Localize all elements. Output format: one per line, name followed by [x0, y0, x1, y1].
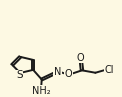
Text: NH₂: NH₂ — [32, 86, 50, 96]
Text: S: S — [16, 70, 23, 80]
Text: O: O — [77, 53, 85, 63]
Text: Cl: Cl — [104, 65, 114, 75]
Text: O: O — [65, 69, 72, 79]
Text: N: N — [54, 67, 61, 77]
